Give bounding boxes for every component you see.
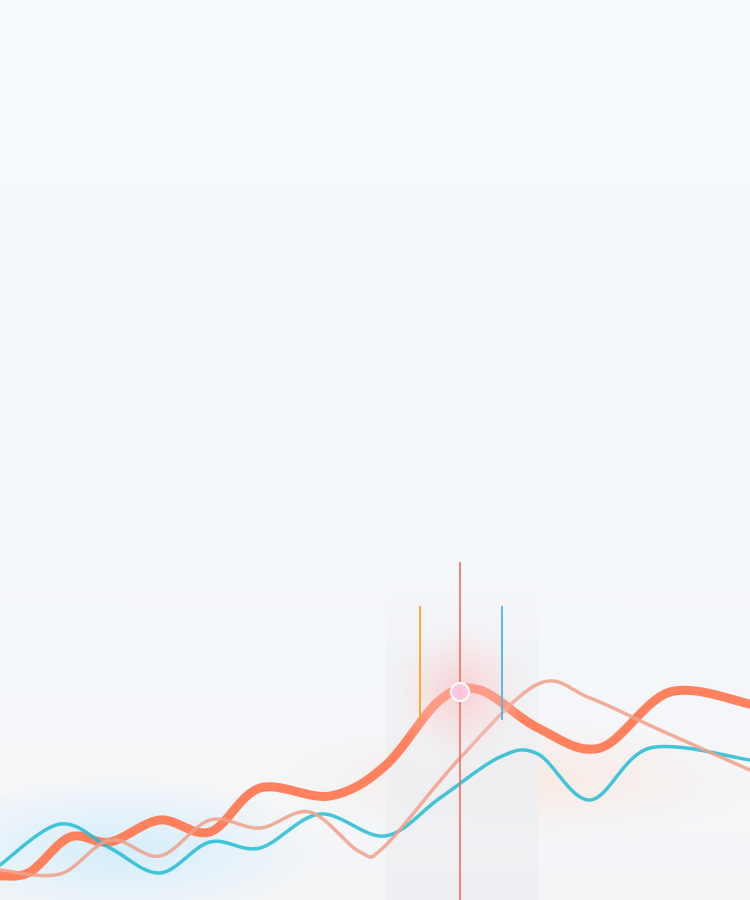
- series-line-3: [0, 679, 750, 878]
- series-line-2: [0, 744, 750, 875]
- hover-marker[interactable]: [450, 682, 470, 702]
- series-layer: [0, 679, 750, 881]
- series-line-1: [0, 683, 750, 881]
- hover-cursor: [390, 562, 530, 900]
